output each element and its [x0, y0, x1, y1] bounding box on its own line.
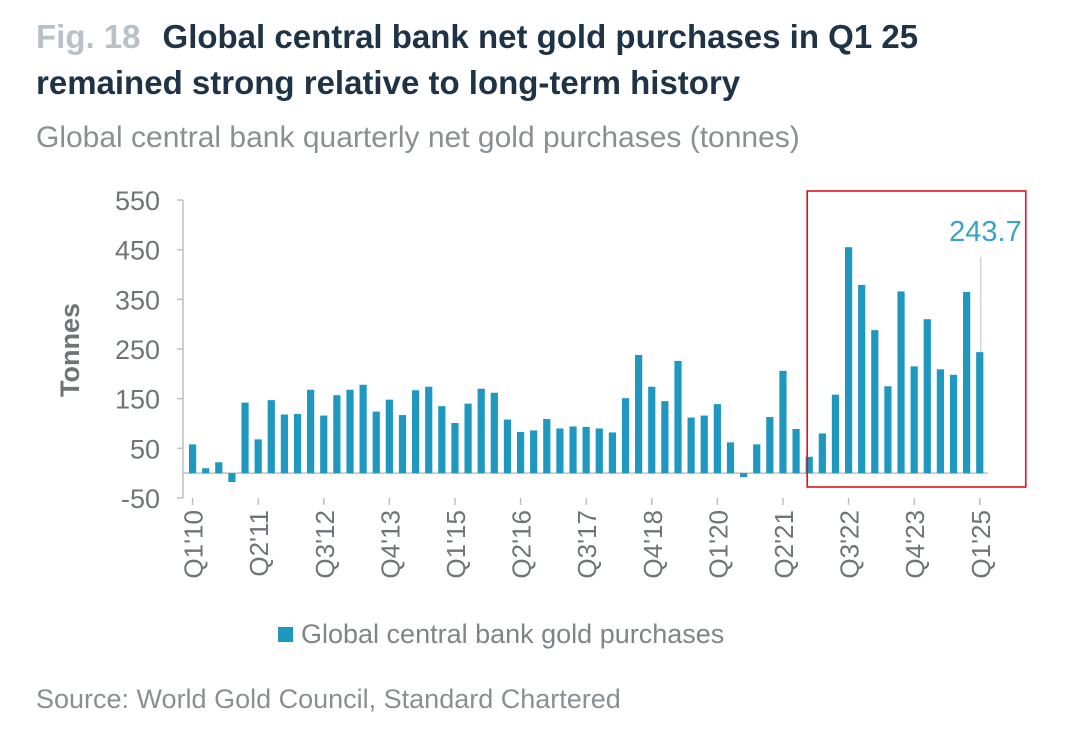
- bar: [753, 444, 761, 474]
- bar: [582, 426, 590, 474]
- bar: [556, 428, 564, 474]
- figure-title: Fig. 18 Global central bank net gold purc…: [36, 14, 1066, 106]
- bar: [976, 352, 984, 474]
- x-tick-label: Q2'11: [244, 510, 274, 577]
- bar: [346, 389, 354, 474]
- y-axis-title: Tonnes: [55, 303, 85, 397]
- x-tick-label: Q2'16: [507, 510, 537, 579]
- bar: [477, 388, 485, 474]
- bar: [254, 439, 262, 474]
- y-tick-label: 450: [115, 236, 160, 266]
- highlight-box: [806, 190, 1027, 488]
- figure-label: Fig. 18: [36, 18, 141, 55]
- bar: [569, 426, 577, 474]
- bar: [884, 386, 892, 474]
- legend-label: Global central bank gold purchases: [301, 619, 725, 649]
- bar: [359, 384, 367, 474]
- bar: [202, 468, 210, 474]
- bar: [963, 291, 971, 474]
- bar: [490, 392, 498, 474]
- bar: [779, 370, 787, 474]
- bar: [936, 369, 944, 474]
- bar: [241, 402, 249, 474]
- bar: [503, 419, 512, 474]
- bar: [726, 442, 735, 474]
- bar: [530, 430, 538, 474]
- x-tick-label: Q3'12: [310, 510, 340, 579]
- bar: [267, 400, 275, 474]
- bar: [818, 433, 826, 474]
- bar: [398, 415, 407, 474]
- bar: [320, 415, 328, 474]
- x-tick-label: Q3'22: [835, 510, 865, 579]
- bar: [687, 417, 695, 474]
- bar: [949, 374, 958, 474]
- legend-swatch: [278, 627, 293, 642]
- y-tick-label: 350: [115, 285, 160, 315]
- chart-legend: Global central bank gold purchases: [278, 619, 724, 650]
- y-tick-label: 150: [115, 385, 160, 415]
- bar: [438, 406, 446, 474]
- bar: [425, 386, 433, 474]
- y-tick-label: -50: [121, 484, 160, 514]
- bar: [648, 386, 656, 474]
- source-note: Source: World Gold Council, Standard Cha…: [36, 684, 621, 714]
- x-tick-label: Q1'20: [703, 510, 733, 579]
- bar: [871, 330, 879, 474]
- bar: [595, 428, 603, 474]
- y-tick-label: 250: [115, 335, 160, 365]
- bar: [897, 291, 905, 474]
- x-tick-label: Q4'18: [638, 510, 668, 579]
- bar: [844, 247, 853, 474]
- bar: [333, 395, 341, 474]
- bar: [293, 414, 302, 474]
- x-tick-label: Q1'10: [179, 510, 209, 579]
- bar: [464, 403, 472, 474]
- data-label: 243.7: [949, 216, 1022, 248]
- bar: [858, 284, 866, 474]
- bar: [412, 390, 420, 474]
- x-tick-label: Q4'23: [900, 510, 930, 579]
- bar: [700, 415, 708, 474]
- bar: [661, 401, 669, 474]
- bar: [792, 428, 800, 474]
- x-tick-label: Q1'25: [966, 510, 996, 579]
- bar: [766, 417, 774, 474]
- bar: [635, 354, 643, 474]
- bar: [831, 394, 840, 474]
- bar: [740, 473, 748, 478]
- bar: [228, 473, 236, 483]
- bar: [910, 366, 918, 474]
- bar: [451, 423, 459, 474]
- y-tick-label: 50: [130, 434, 160, 464]
- bar: [280, 414, 288, 474]
- bar: [608, 432, 616, 474]
- x-tick-label: Q1'15: [441, 510, 471, 579]
- x-tick-label: Q4'13: [375, 510, 405, 579]
- bar: [215, 462, 223, 474]
- bar: [923, 319, 931, 474]
- bar: [674, 360, 682, 474]
- y-tick-label: 550: [115, 186, 160, 216]
- bar: [307, 389, 315, 474]
- bar: [621, 398, 630, 474]
- bar: [516, 431, 525, 474]
- bar: [805, 456, 813, 474]
- x-tick-label: Q2'21: [769, 510, 799, 579]
- bar: [372, 411, 380, 474]
- figure-title-text: Global central bank net gold purchases i…: [36, 18, 919, 101]
- figure-subtitle: Global central bank quarterly net gold p…: [36, 121, 800, 154]
- bar: [385, 399, 393, 474]
- bar: [188, 444, 197, 474]
- x-tick-label: Q3'17: [572, 510, 602, 579]
- bar: [713, 404, 721, 474]
- bar: [543, 419, 551, 474]
